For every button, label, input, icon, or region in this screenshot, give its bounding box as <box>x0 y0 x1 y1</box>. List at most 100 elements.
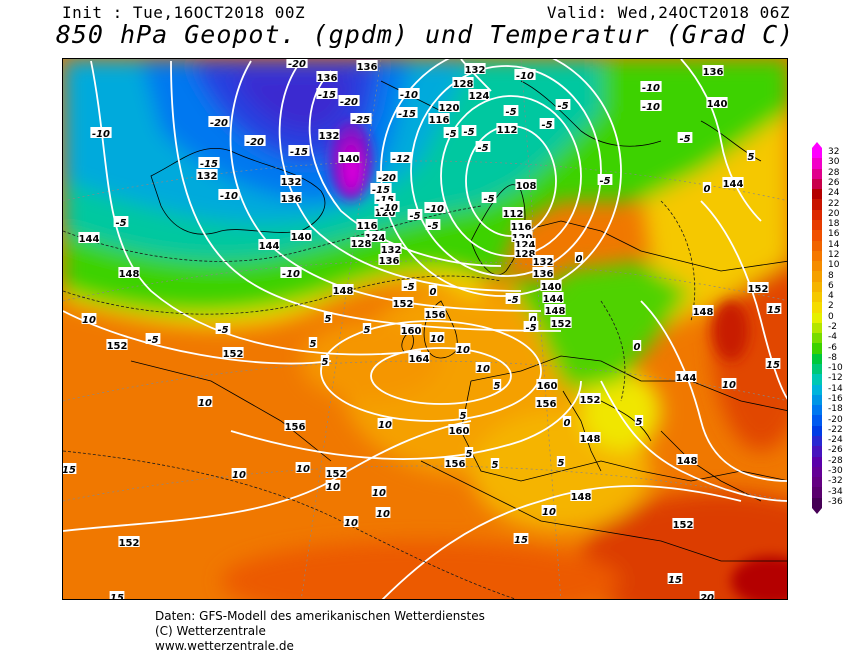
geopotential-label-bg <box>722 177 744 188</box>
temperature-label: -20 <box>288 59 306 70</box>
geopotential-label: 116 <box>357 221 378 232</box>
temperature-label-bg <box>424 202 446 213</box>
scale-swatch <box>812 281 822 293</box>
temperature-label-bg <box>320 355 330 366</box>
scale-label: -36 <box>828 496 843 507</box>
temperature-label: 0 <box>564 418 571 429</box>
temperature-label: 5 <box>364 325 371 336</box>
geopotential-label: 132 <box>197 171 218 182</box>
temperature-label: 10 <box>430 334 444 345</box>
temperature-label-bg <box>362 323 372 334</box>
scale-swatch <box>812 292 822 303</box>
geopotential-label-bg <box>222 347 244 358</box>
temperature-label-bg <box>288 145 310 156</box>
temperature-label-bg <box>371 486 387 497</box>
temperature-label-bg <box>765 358 781 369</box>
scale-label: 4 <box>828 291 834 302</box>
geopotential-label: 136 <box>281 194 302 205</box>
temperature-label: 5 <box>636 417 643 428</box>
temperature-label: 10 <box>326 482 340 493</box>
geopotential-label: 112 <box>503 209 524 220</box>
scale-swatch <box>812 230 822 242</box>
temperature-label-bg <box>677 132 693 143</box>
geopotential-label-bg <box>550 317 572 328</box>
temperature-color-scale <box>812 148 822 509</box>
temperature-label-bg <box>325 480 341 491</box>
temperature-label: -5 <box>147 335 158 346</box>
geopotential-label-bg <box>408 352 430 363</box>
geopotential-label: 152 <box>119 538 140 549</box>
scale-label: 2 <box>828 301 834 312</box>
geopotential-label-bg <box>676 454 698 465</box>
temperature-label-bg <box>109 591 125 599</box>
geopotential-label: 156 <box>445 459 466 470</box>
temperature-label: -5 <box>445 129 456 140</box>
scale-label: -34 <box>828 486 843 497</box>
temperature-label-bg <box>280 267 302 278</box>
scale-label: 22 <box>828 198 840 209</box>
temperature-label: -5 <box>541 120 552 131</box>
geopotential-label-bg <box>378 254 400 265</box>
temperature-label-bg <box>634 415 644 426</box>
temperature-label: -15 <box>200 159 218 170</box>
geopotential-label-bg <box>284 420 306 431</box>
scale-swatch <box>812 271 822 283</box>
footer: Daten: GFS-Modell des amerikanischen Wet… <box>155 609 485 654</box>
geopotential-label: 124 <box>515 240 536 251</box>
scale-swatch <box>812 148 822 159</box>
temperature-label-bg <box>215 323 231 334</box>
geopotential-label-bg <box>532 255 554 266</box>
temperature-label: 15 <box>766 360 780 371</box>
geopotential-label-bg <box>428 113 450 124</box>
temperature-label: -10 <box>92 129 110 140</box>
scale-swatch <box>812 302 822 314</box>
temperature-label-bg <box>244 135 266 146</box>
temperature-label-bg <box>699 591 715 599</box>
temperature-label-bg <box>461 125 477 136</box>
geopotential-label-bg <box>747 282 769 293</box>
geopotential-label: 156 <box>536 399 557 410</box>
scale-label: 6 <box>828 280 834 291</box>
temperature-label: -5 <box>525 323 536 334</box>
temperature-label: -10 <box>400 90 418 101</box>
temperature-label: -15 <box>290 147 308 158</box>
geopotential-label-bg <box>448 424 470 435</box>
geopotential-label-bg <box>356 60 378 71</box>
chart-title: 850 hPa Geopot. (gpdm) und Temperatur (G… <box>55 20 795 49</box>
geopotential-label: 164 <box>409 354 430 365</box>
geopotential-label: 152 <box>673 520 694 531</box>
scale-swatch <box>812 353 822 365</box>
scale-label: 24 <box>828 188 840 199</box>
temperature-label: -15 <box>372 185 390 196</box>
scale-label: -26 <box>828 445 843 456</box>
temperature-label: 20 <box>700 593 714 600</box>
geopotential-label: 152 <box>223 349 244 360</box>
temperature-label-bg <box>528 313 538 324</box>
scale-swatch <box>812 487 822 499</box>
scale-label: 8 <box>828 270 834 281</box>
temperature-label-bg <box>702 182 712 193</box>
geopotential-label-bg <box>364 231 386 242</box>
temperature-label: 10 <box>378 420 392 431</box>
temperature-label-bg <box>492 379 502 390</box>
temperature-label: -25 <box>352 115 370 126</box>
temperature-label-bg <box>555 99 571 110</box>
temperature-label-bg <box>350 113 372 124</box>
scale-swatch <box>812 477 822 488</box>
temperature-label-bg <box>374 193 396 204</box>
temperature-label-bg <box>513 533 529 544</box>
temperature-label: 0 <box>634 342 641 353</box>
geopotential-label-bg <box>514 238 536 249</box>
geopotential-label: 144 <box>259 241 280 252</box>
geopotential-label-bg <box>702 65 724 76</box>
scale-label: -8 <box>828 352 837 363</box>
scale-bottom-arrow <box>812 508 822 514</box>
temperature-label: 5 <box>558 458 565 469</box>
geopotential-label: 152 <box>393 299 414 310</box>
temperature-label: 10 <box>344 518 358 529</box>
temperature-labels: -20-15-20-25-10-15-10-5-10-10-5-5-5 -5-5-… <box>63 59 782 600</box>
geopotential-label-bg <box>400 324 422 335</box>
geopotential-label-bg <box>106 339 128 350</box>
scale-label: 26 <box>828 178 840 188</box>
